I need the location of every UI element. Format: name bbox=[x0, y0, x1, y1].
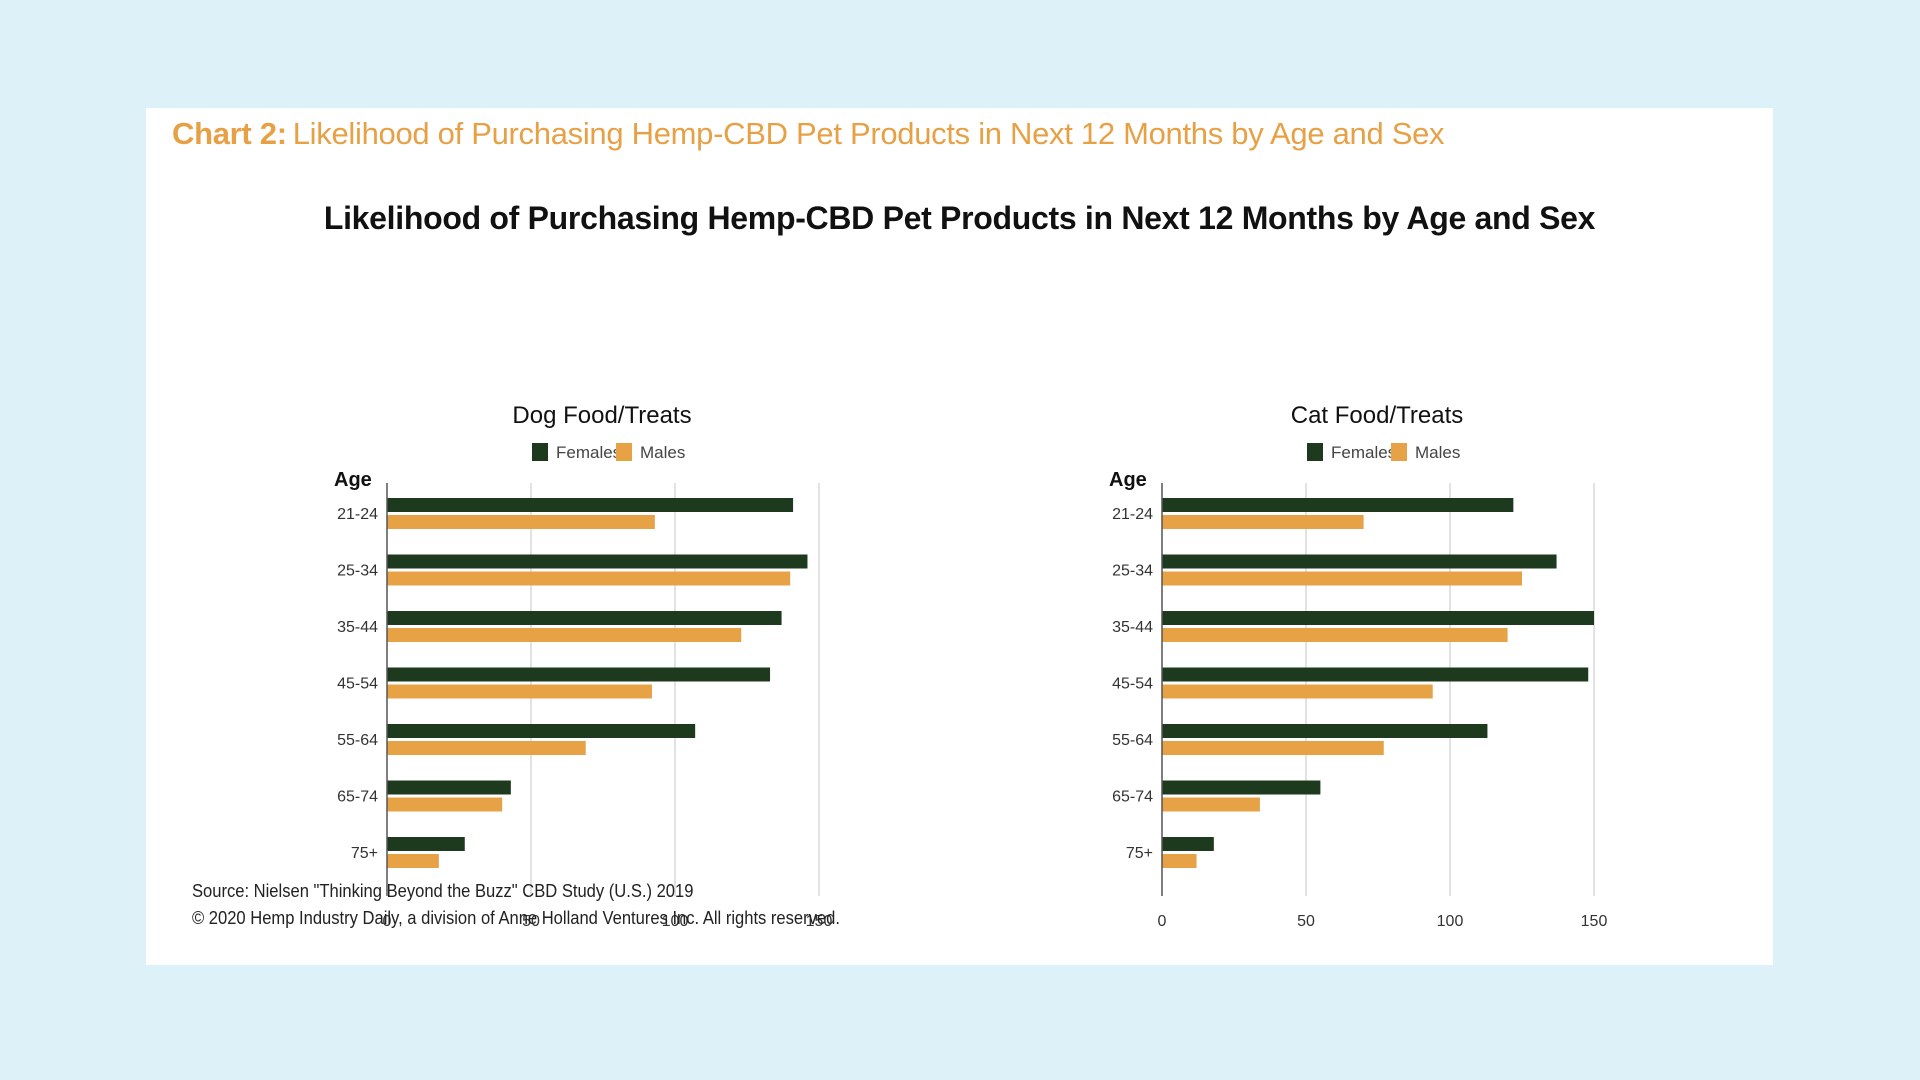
x-tick-label: 150 bbox=[1581, 913, 1608, 930]
y-tick-label: 25-34 bbox=[337, 563, 378, 580]
bar-males-25-34 bbox=[387, 571, 791, 586]
bar-males-35-44 bbox=[387, 628, 742, 642]
bar-males-21-24 bbox=[1162, 515, 1364, 529]
bar-males-25-34 bbox=[1162, 571, 1522, 586]
y-tick-label: 75+ bbox=[351, 845, 378, 862]
bar-females-65-74 bbox=[1162, 780, 1321, 795]
y-tick-label: 35-44 bbox=[1112, 619, 1153, 636]
legend-swatch-males bbox=[616, 443, 632, 461]
bar-females-45-54 bbox=[387, 667, 771, 682]
y-tick-label: 55-64 bbox=[337, 732, 378, 749]
source-note: Source: Nielsen "Thinking Beyond the Buz… bbox=[192, 878, 896, 932]
legend-swatch-males bbox=[1391, 443, 1407, 461]
y-tick-label: 45-54 bbox=[337, 676, 378, 693]
main-title: Likelihood of Purchasing Hemp-CBD Pet Pr… bbox=[323, 200, 1596, 236]
bar-females-75+ bbox=[1162, 837, 1214, 851]
legend: Females Males bbox=[1307, 443, 1460, 462]
bar-males-55-64 bbox=[1162, 741, 1384, 755]
chart-number: Chart 2: bbox=[172, 116, 287, 151]
bar-females-25-34 bbox=[387, 554, 808, 569]
chart-header: Chart 2: Likelihood of Purchasing Hemp-CB… bbox=[172, 116, 1445, 152]
subplot-title: Cat Food/Treats bbox=[1291, 402, 1464, 429]
bar-males-65-74 bbox=[387, 797, 503, 812]
legend-swatch-females bbox=[1307, 443, 1323, 461]
y-tick-label: 55-64 bbox=[1112, 732, 1153, 749]
cat-chart: Cat Food/Treats Females Males Age 0 50 100 150 2… bbox=[1109, 402, 1608, 930]
chart-card: Chart 2: Likelihood of Purchasing Hemp-CB… bbox=[146, 108, 1773, 965]
x-tick-label: 150 bbox=[806, 913, 833, 930]
legend-label-females: Females bbox=[556, 443, 621, 462]
bar-males-35-44 bbox=[1162, 628, 1508, 642]
bar-males-45-54 bbox=[1162, 684, 1433, 699]
bar-females-55-64 bbox=[387, 724, 696, 738]
y-axis-label: Age bbox=[1109, 469, 1147, 491]
x-tick-label: 100 bbox=[662, 913, 689, 930]
bar-males-45-54 bbox=[387, 684, 652, 699]
y-tick-label: 65-74 bbox=[337, 789, 378, 806]
source-line: Source: Nielsen "Thinking Beyond the Buz… bbox=[192, 881, 694, 901]
bar-females-55-64 bbox=[1162, 724, 1488, 738]
bar-males-65-74 bbox=[1162, 797, 1260, 812]
y-tick-label: 21-24 bbox=[1112, 506, 1153, 523]
legend: Females Males bbox=[532, 443, 685, 462]
dog-chart: Dog Food/Treats Females Males Age 0 50 100 150 2… bbox=[334, 402, 833, 930]
bar-females-65-74 bbox=[387, 780, 511, 795]
y-axis-label: Age bbox=[334, 469, 372, 491]
bar-males-55-64 bbox=[387, 741, 586, 755]
y-tick-label: 21-24 bbox=[337, 506, 378, 523]
y-tick-label: 35-44 bbox=[337, 619, 378, 636]
bar-males-21-24 bbox=[387, 515, 655, 529]
subplot-title: Dog Food/Treats bbox=[512, 402, 691, 429]
bar-males-75+ bbox=[1162, 854, 1197, 868]
bar-females-21-24 bbox=[1162, 498, 1514, 512]
bar-females-21-24 bbox=[387, 498, 794, 512]
y-tick-label: 65-74 bbox=[1112, 789, 1153, 806]
bar-females-35-44 bbox=[1162, 611, 1594, 625]
legend-label-males: Males bbox=[640, 443, 685, 462]
bar-females-25-34 bbox=[1162, 554, 1557, 569]
y-tick-label: 25-34 bbox=[1112, 563, 1153, 580]
x-tick-label: 50 bbox=[522, 913, 540, 930]
bar-males-75+ bbox=[387, 854, 439, 868]
bar-females-75+ bbox=[387, 837, 465, 851]
legend-swatch-females bbox=[532, 443, 548, 461]
bar-females-35-44 bbox=[387, 611, 782, 625]
bar-females-45-54 bbox=[1162, 667, 1589, 682]
y-tick-label: 45-54 bbox=[1112, 676, 1153, 693]
x-tick-label: 0 bbox=[1158, 913, 1167, 930]
x-tick-label: 0 bbox=[383, 913, 392, 930]
chart-header-title: Likelihood of Purchasing Hemp-CBD Pet Pr… bbox=[292, 116, 1445, 151]
copyright-line: © 2020 Hemp Industry Daily, a division o… bbox=[192, 908, 840, 928]
legend-label-males: Males bbox=[1415, 443, 1460, 462]
y-tick-label: 75+ bbox=[1126, 845, 1153, 862]
x-tick-label: 50 bbox=[1297, 913, 1315, 930]
legend-label-females: Females bbox=[1331, 443, 1396, 462]
x-tick-label: 100 bbox=[1437, 913, 1464, 930]
